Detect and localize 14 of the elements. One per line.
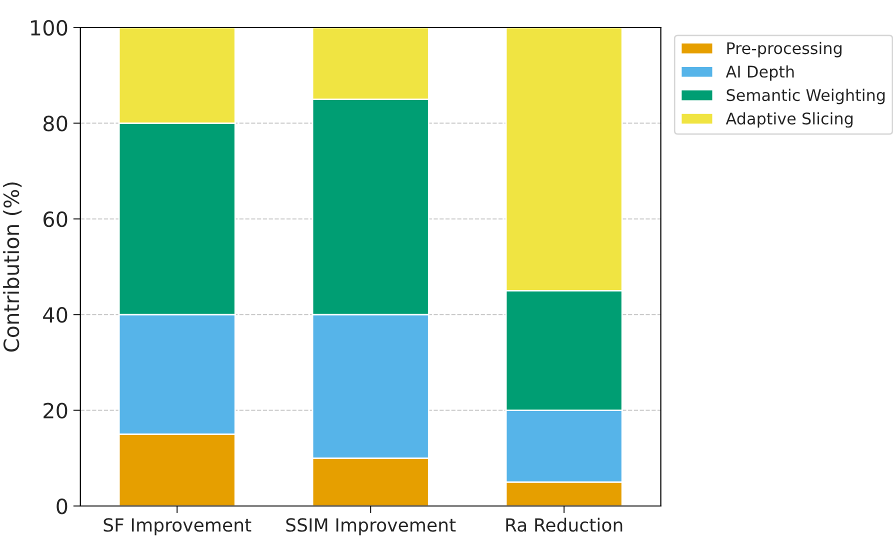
x-tick-label: Ra Reduction <box>506 518 622 532</box>
y-axis-title: Contribution (%) <box>3 182 22 352</box>
y-tick-label: 40 <box>43 307 68 323</box>
x-tick-label: SF Improvement <box>104 518 252 536</box>
legend-label: Semantic Weighting <box>726 88 885 104</box>
legend-label: Pre-processing <box>727 42 842 58</box>
y-tick-label: 100 <box>31 20 68 36</box>
y-tick-label: 80 <box>43 116 68 132</box>
y-tick-label: 0 <box>56 498 68 514</box>
y-tick-label: 60 <box>44 211 68 228</box>
x-tick-label: SSIM Improvement <box>286 518 456 536</box>
legend-label: AI Depth <box>726 65 794 81</box>
legend-label: Adaptive Slicing <box>726 112 853 128</box>
y-tick-label: 20 <box>44 402 68 419</box>
